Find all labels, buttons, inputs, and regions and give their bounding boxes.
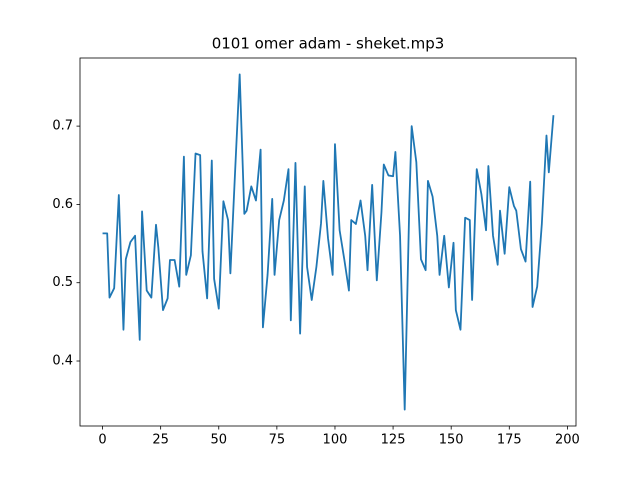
x-tick-label: 150 <box>439 433 464 448</box>
x-tick-label: 75 <box>269 433 286 448</box>
chart-title: 0101 omer adam - sheket.mp3 <box>212 35 445 53</box>
x-tick-label: 50 <box>210 433 227 448</box>
x-tick-label: 100 <box>323 433 348 448</box>
y-tick-label: 0.5 <box>52 275 73 290</box>
y-tick-label: 0.7 <box>52 119 73 134</box>
y-tick-label: 0.4 <box>52 354 73 369</box>
x-tick-label: 175 <box>497 433 522 448</box>
axes-frame <box>79 57 577 427</box>
x-tick-label: 25 <box>152 433 169 448</box>
x-tick-label: 0 <box>98 433 106 448</box>
x-tick-label: 200 <box>555 433 580 448</box>
x-tick-label: 125 <box>381 433 406 448</box>
line <box>102 73 555 411</box>
y-tick-label: 0.6 <box>52 197 73 212</box>
